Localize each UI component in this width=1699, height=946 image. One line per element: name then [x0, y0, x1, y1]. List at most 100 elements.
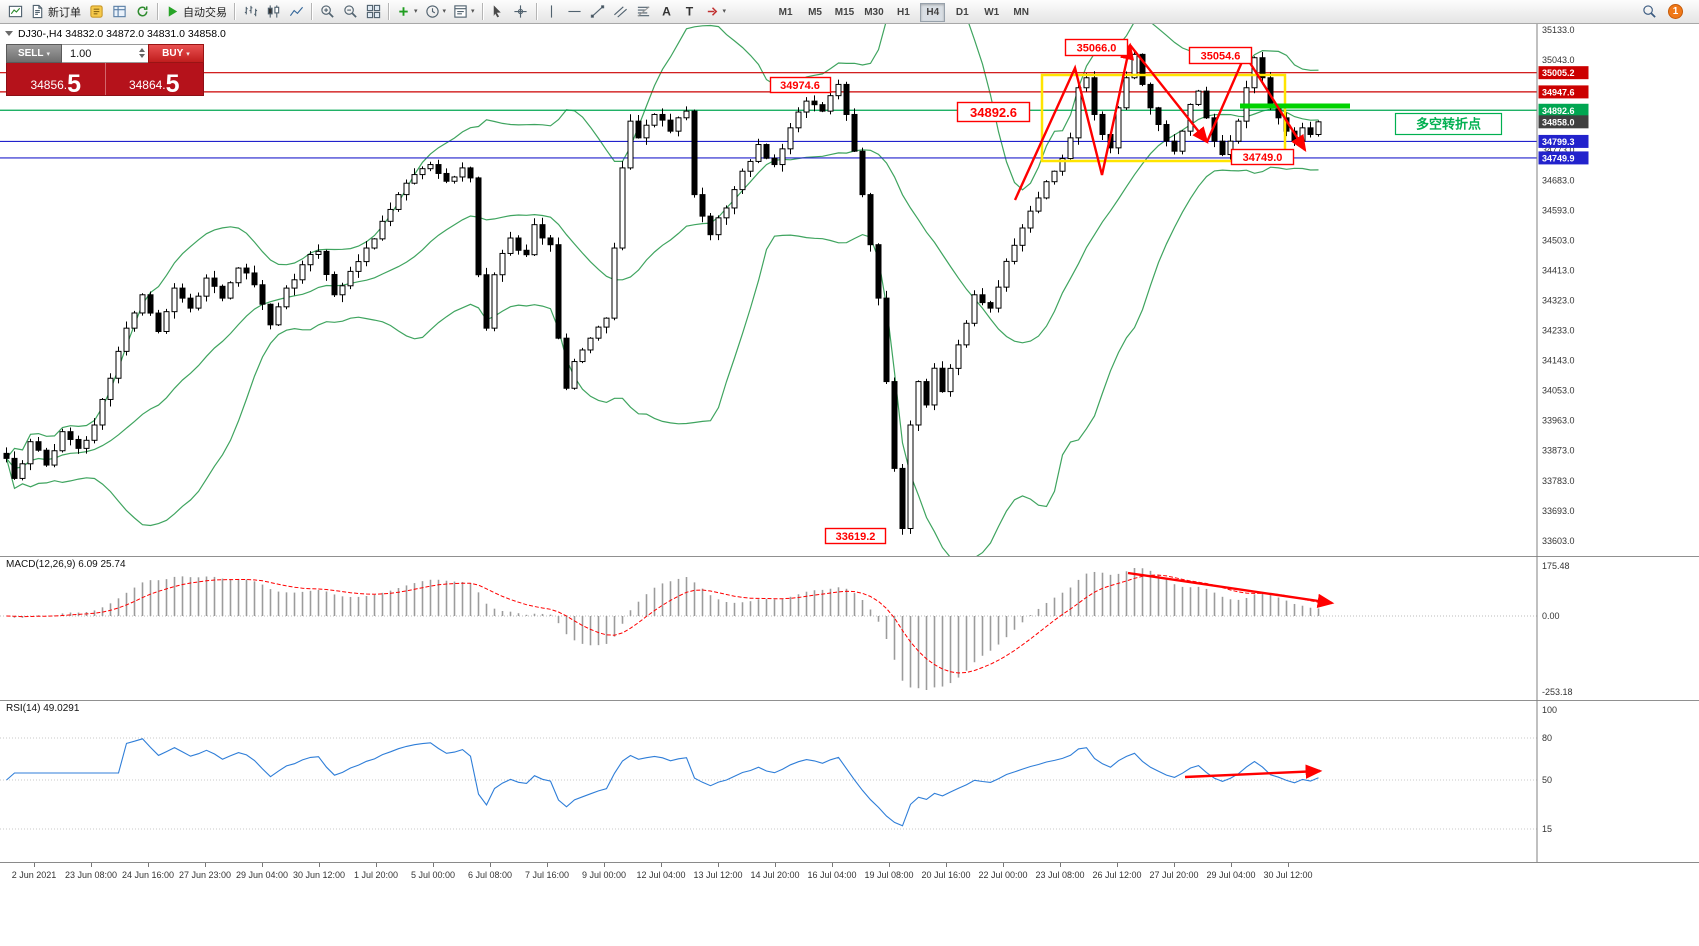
- autotrading-play-icon: [168, 6, 178, 17]
- timeframe-d1-button[interactable]: D1: [950, 3, 975, 22]
- price-tag-value: 34799.3: [1542, 137, 1575, 147]
- channel-button[interactable]: [610, 2, 632, 22]
- chart-candles-button[interactable]: [262, 2, 284, 22]
- crosshair-button[interactable]: [510, 2, 532, 22]
- timeframe-m15-button[interactable]: M15: [832, 3, 857, 22]
- price-label-34892[interactable]: 34892.6: [956, 101, 1031, 123]
- buy-button[interactable]: BUY ▾: [148, 44, 204, 63]
- periods-button[interactable]: ▾: [422, 2, 450, 22]
- candle: [99, 398, 106, 426]
- chart-line-button[interactable]: [285, 2, 307, 22]
- zoom-out-button[interactable]: [339, 2, 361, 22]
- candle: [547, 237, 554, 246]
- new-chart-button[interactable]: [4, 2, 26, 22]
- volume-field[interactable]: 1.00: [62, 44, 148, 63]
- price-label-35066[interactable]: 35066.0: [1064, 38, 1129, 57]
- volume-value[interactable]: 1.00: [70, 47, 92, 60]
- time-tick: [205, 863, 206, 867]
- text-label-button[interactable]: T: [679, 2, 701, 22]
- bid-big-digit: 5: [67, 69, 82, 98]
- ask-price[interactable]: 34864. 5: [105, 63, 203, 96]
- candle: [83, 439, 90, 449]
- candle: [827, 95, 834, 112]
- time-axis[interactable]: 2 Jun 2021 23 Jun 08:00 24 Jun 16:00 27 Jun…: [0, 862, 1699, 890]
- timeframe-m5-button[interactable]: M5: [803, 3, 828, 22]
- search-button[interactable]: [1638, 2, 1660, 22]
- refresh-button[interactable]: [131, 2, 153, 22]
- macd-axis[interactable]: 175.48 0.00 -253.18: [1542, 561, 1573, 697]
- candle: [811, 100, 818, 106]
- new-order-button[interactable]: 新订单: [27, 2, 84, 22]
- turning-point-label[interactable]: 多空转折点: [1394, 112, 1503, 136]
- price-label-33619[interactable]: 33619.2: [824, 527, 887, 545]
- candle: [1043, 181, 1050, 199]
- bid-price[interactable]: 34856. 5: [7, 63, 106, 98]
- fibonacci-button[interactable]: [633, 2, 655, 22]
- timeframe-h4-button[interactable]: H4: [920, 2, 946, 22]
- arrow-tool-button[interactable]: ▾: [702, 2, 730, 22]
- candle: [403, 182, 410, 196]
- volume-down-button[interactable]: [139, 54, 145, 58]
- svg-text:35054.6: 35054.6: [1201, 51, 1241, 63]
- cursor-button[interactable]: [487, 2, 509, 22]
- zoom-in-button[interactable]: [316, 2, 338, 22]
- candle: [723, 207, 730, 219]
- svg-text:多空转折点: 多空转折点: [1416, 117, 1481, 132]
- candle: [187, 297, 194, 309]
- candle: [1091, 77, 1098, 115]
- zigzag-down-annotation[interactable]: [1129, 44, 1209, 144]
- notification-badge[interactable]: 1: [1668, 4, 1683, 19]
- timeframe-w1-button[interactable]: W1: [979, 3, 1004, 22]
- cursor-icon: [493, 5, 501, 18]
- timeframe-m1-button[interactable]: M1: [773, 3, 798, 22]
- main-chart[interactable]: 35133.035043.034953.034863.034773.034683…: [0, 24, 1699, 556]
- sell-button[interactable]: SELL ▾: [6, 44, 62, 63]
- candle: [563, 337, 570, 389]
- candle: [627, 120, 634, 169]
- volume-up-button[interactable]: [139, 48, 145, 52]
- price-axis[interactable]: 35133.035043.034953.034863.034773.034683…: [1538, 25, 1589, 546]
- timeframe-h1-button[interactable]: H1: [891, 3, 916, 22]
- tile-windows-button[interactable]: [362, 2, 384, 22]
- zigzag-up-annotation[interactable]: [1013, 42, 1135, 201]
- data-window-button[interactable]: [108, 2, 130, 22]
- candle: [747, 160, 754, 172]
- rsi-axis[interactable]: 100 80 50 15: [1542, 705, 1557, 834]
- candle: [859, 150, 866, 196]
- macd-panel[interactable]: 175.48 0.00 -253.18 MACD(12,26,9) 6.09 25.…: [0, 556, 1699, 700]
- chart-bars-button[interactable]: [239, 2, 261, 22]
- price-label-35054[interactable]: 35054.6: [1188, 46, 1253, 65]
- candle: [35, 441, 42, 451]
- candle: [603, 317, 610, 328]
- svg-text:A: A: [662, 5, 671, 19]
- candle: [691, 110, 698, 196]
- macd-trend-arrow[interactable]: [1127, 571, 1335, 609]
- horizontal-line-button[interactable]: [564, 2, 586, 22]
- price-label-34974[interactable]: 34974.6: [769, 76, 832, 94]
- trendline-button[interactable]: [587, 2, 609, 22]
- indicators-button[interactable]: ▾: [393, 2, 421, 22]
- templates-button[interactable]: ▾: [450, 2, 478, 22]
- rsi-trend-arrow[interactable]: [1184, 764, 1323, 779]
- text-icon: A: [662, 5, 671, 19]
- candle: [179, 287, 186, 299]
- price-tag: [1538, 66, 1589, 80]
- text-label-icon: T: [686, 5, 694, 19]
- rsi-panel[interactable]: 100 80 50 15 RSI(14) 49.0291: [0, 700, 1699, 862]
- candle: [1035, 197, 1042, 212]
- candle: [43, 449, 50, 466]
- timeframe-mn-button[interactable]: MN: [1009, 3, 1034, 22]
- price-label-34749[interactable]: 34749.0: [1230, 148, 1295, 166]
- vertical-line-button[interactable]: [541, 2, 563, 22]
- metaeditor-button[interactable]: [85, 2, 107, 22]
- toolbar-separator: [157, 3, 158, 20]
- price-tag: [1538, 151, 1589, 165]
- text-button[interactable]: A: [656, 2, 678, 22]
- candle: [523, 249, 530, 256]
- autotrading-button[interactable]: 自动交易: [162, 2, 230, 22]
- time-tick: [262, 863, 263, 867]
- timeframe-m30-button[interactable]: M30: [861, 3, 886, 22]
- chevron-down-icon: ▾: [722, 8, 727, 15]
- one-click-toggle[interactable]: [5, 31, 13, 36]
- candle: [315, 250, 322, 255]
